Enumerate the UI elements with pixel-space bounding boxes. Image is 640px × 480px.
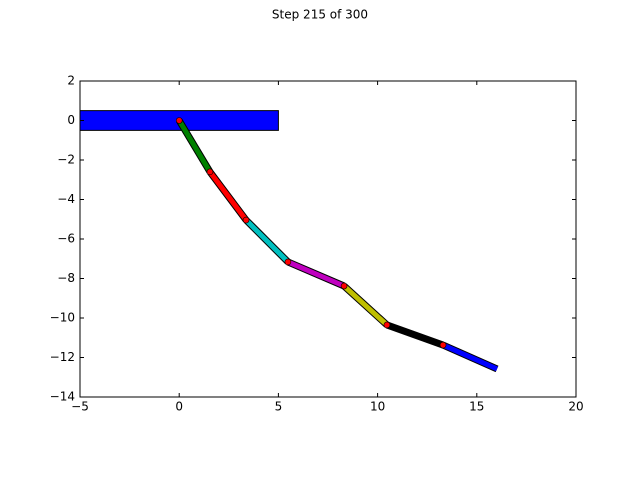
joint [340, 282, 348, 290]
joint [242, 216, 250, 224]
joint [439, 341, 447, 349]
y-tick-label: −2 [57, 153, 75, 167]
x-tick-label: −5 [71, 400, 89, 414]
y-tick-label: −6 [57, 232, 75, 246]
x-tick-label: 5 [275, 400, 283, 414]
x-tick-label: 15 [469, 400, 484, 414]
x-tick-label: 20 [568, 400, 583, 414]
y-tick-label: −12 [50, 350, 75, 364]
y-tick-label: 2 [67, 74, 75, 88]
link [286, 259, 346, 289]
y-tick-label: −8 [57, 271, 75, 285]
joint [175, 117, 183, 124]
y-tick-label: −14 [50, 390, 75, 404]
x-tick-label: 10 [370, 400, 385, 414]
chart-title: Step 215 of 300 [272, 8, 368, 22]
link [177, 119, 213, 174]
y-tick-label: −4 [57, 192, 75, 206]
link [386, 322, 444, 348]
link [342, 284, 389, 327]
link [442, 342, 499, 372]
joint [284, 258, 292, 266]
joint [383, 321, 391, 329]
x-tick-label: 0 [175, 400, 183, 414]
link [244, 218, 290, 264]
joint [206, 168, 214, 176]
y-tick-label: 0 [67, 113, 75, 127]
link [207, 170, 249, 222]
y-tick-label: −10 [50, 311, 75, 325]
